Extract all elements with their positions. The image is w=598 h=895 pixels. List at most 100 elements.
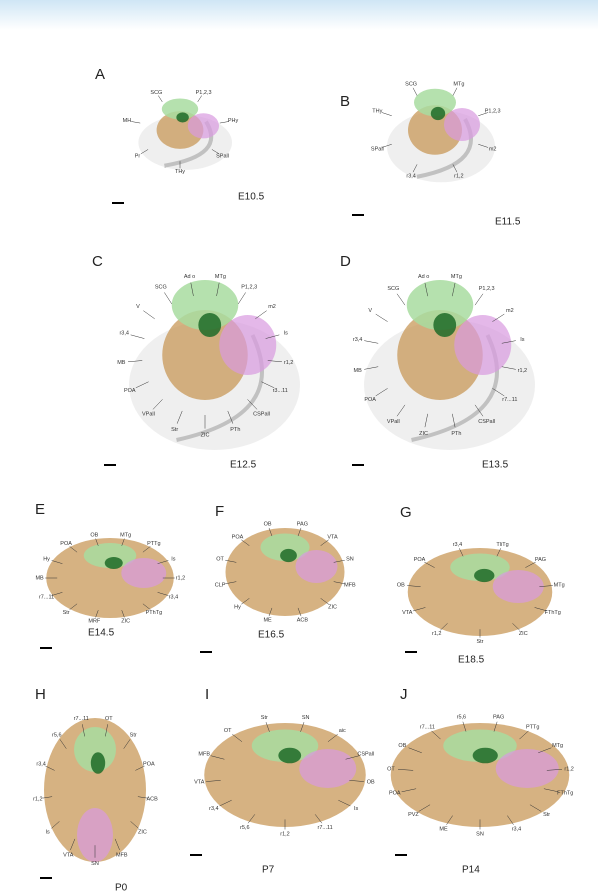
region-label: Str (261, 715, 268, 721)
region-dark-green (433, 313, 456, 337)
region-label: Ad o (418, 274, 429, 280)
region-label: POA (124, 388, 136, 394)
region-label: P1,2,3 (479, 286, 495, 292)
region-label: SCG (155, 284, 167, 290)
panel-letter: H (35, 686, 46, 703)
panel-letter: C (92, 253, 103, 270)
region-label: Is (354, 806, 359, 812)
region-pink (496, 749, 559, 788)
region-label: ZIC (419, 431, 428, 437)
panel: JP14PAGPTTgMTgr1,2FThTgStrr3,4SNMEPVZPOA… (387, 686, 574, 876)
label-pointer (238, 292, 246, 304)
region-label: MTg (120, 533, 131, 539)
region-label: ME (439, 827, 448, 833)
region-label: VTA (194, 780, 205, 786)
region-label: POA (60, 541, 72, 547)
region-label: OT (387, 766, 395, 772)
region-dark-green (105, 557, 123, 569)
region-label: Is (171, 556, 176, 562)
region-label: MB (353, 368, 362, 374)
region-label: OT (224, 728, 232, 734)
region-dark-green (91, 752, 105, 774)
region-label: Hy (43, 556, 50, 562)
region-label: MFB (344, 582, 356, 588)
region-label: ZIC (519, 631, 528, 637)
region-label: r1,2 (33, 796, 42, 802)
region-label: PHy (228, 118, 239, 124)
background-band (0, 0, 598, 30)
region-label: r1,2 (432, 631, 441, 637)
region-label: r7...11 (420, 725, 435, 731)
region-label: aic (339, 728, 346, 734)
region-label: MRF (88, 618, 101, 624)
region-label: Str (476, 639, 483, 645)
region-label: r3,4 (453, 542, 462, 548)
region-label: SCG (405, 82, 417, 88)
region-label: THy (175, 169, 185, 175)
panel-letter: I (205, 686, 209, 703)
region-label: SN (346, 557, 354, 563)
region-label: PTTg (526, 725, 539, 731)
region-label: SN (91, 861, 99, 867)
label-pointer (198, 96, 202, 102)
region-label: r5,6 (240, 825, 249, 831)
region-label: PThTg (146, 610, 163, 616)
region-label: SN (302, 715, 310, 721)
figure: AE10.5P1,2,3PHySPallTHyPrMHSCGBE11.5MTgP… (0, 0, 598, 895)
region-label: Ad o (184, 274, 195, 280)
region-label: TliTg (496, 542, 508, 548)
region-label: MFB (198, 751, 210, 757)
region-label: m2 (268, 304, 276, 310)
region-label: r3...11 (273, 388, 288, 394)
region-label: PVZ (408, 812, 419, 818)
region-label: r7...11 (502, 397, 517, 403)
panel-letter: B (340, 93, 350, 110)
region-label: ACB (297, 617, 309, 623)
stage-label: E11.5 (495, 217, 521, 228)
label-pointer (376, 314, 388, 322)
label-pointer (397, 294, 405, 305)
panel: CE12.5MTgP1,2,3m2Isr1,2r3...11CSPallPThZ… (92, 253, 300, 471)
panel-letter: A (95, 66, 105, 83)
stage-label: P7 (262, 865, 275, 876)
region-label: PTh (451, 431, 461, 437)
region-label: Str (130, 732, 137, 738)
region-dark-green (198, 313, 221, 337)
stage-label: P14 (462, 865, 480, 876)
label-pointer (453, 88, 457, 96)
label-pointer (364, 341, 378, 344)
region-label: P1,2,3 (241, 284, 257, 290)
region-label: r3,4 (353, 337, 362, 343)
region-dark-green (176, 112, 188, 122)
region-label: r7...11 (74, 716, 89, 722)
region-pink (219, 315, 276, 375)
region-label: OB (398, 743, 406, 749)
region-label: ME (263, 617, 272, 623)
region-label: r7...11 (318, 825, 333, 831)
region-dark-green (280, 549, 297, 562)
region-label: OB (264, 522, 272, 528)
panel: IP7SNaicCSPallOBIsr7...11r1,2r5,6r3,4VTA… (190, 686, 375, 876)
region-label: ACB (147, 796, 159, 802)
region-label: P1,2,3 (485, 108, 501, 114)
region-label: r5,6 (52, 732, 61, 738)
region-label: ZIC (328, 605, 337, 611)
region-label: CSPall (357, 751, 374, 757)
region-label: MTg (451, 274, 462, 280)
region-label: PAG (535, 557, 546, 563)
region-label: Str (63, 610, 70, 616)
region-label: r3,4 (406, 173, 415, 179)
region-label: ZIC (201, 432, 210, 438)
region-dark-green (474, 569, 494, 582)
region-label: Is (45, 829, 50, 835)
region-label: SN (476, 832, 484, 838)
region-label: r1,2 (454, 173, 463, 179)
label-pointer (255, 311, 266, 319)
label-pointer (143, 311, 154, 319)
label-pointer (131, 335, 145, 339)
region-label: VTA (63, 853, 74, 859)
region-pink (296, 550, 338, 583)
region-pink (444, 108, 480, 141)
region-pink (121, 558, 166, 588)
